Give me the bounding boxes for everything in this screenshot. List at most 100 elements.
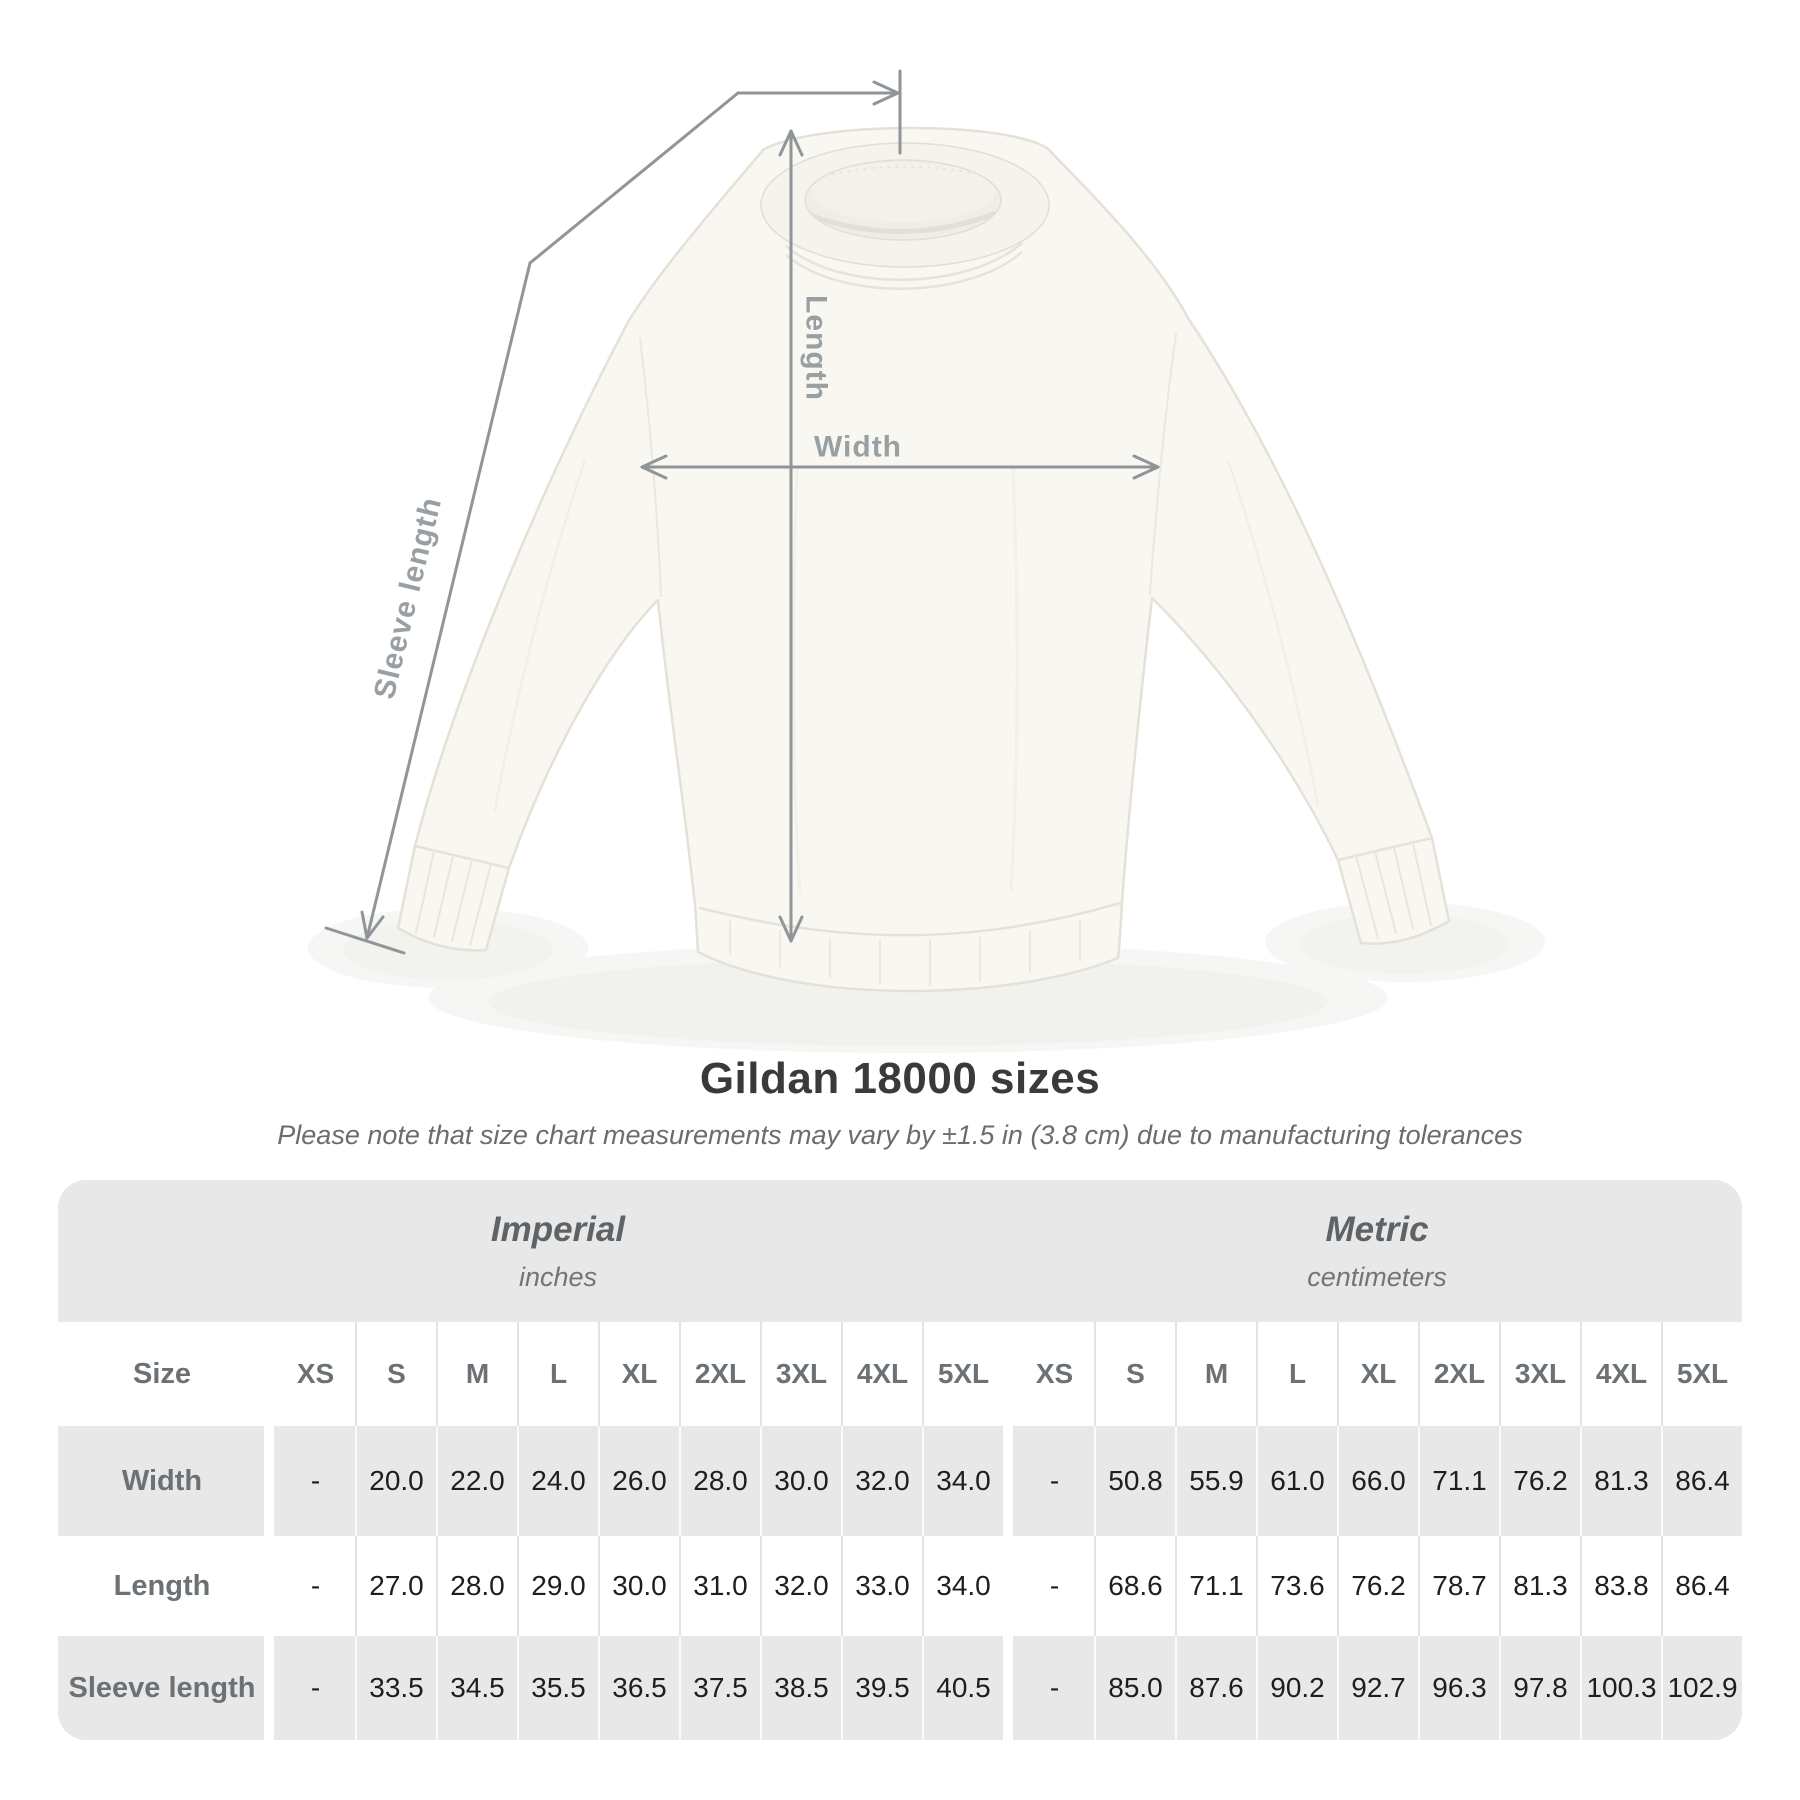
value-cell: - bbox=[274, 1636, 355, 1740]
unit-header-band: Imperial inches Metric centimeters bbox=[58, 1180, 1742, 1322]
value-cell: 87.6 bbox=[1175, 1636, 1256, 1740]
length-label: Length bbox=[800, 295, 833, 401]
value-cell: 20.0 bbox=[355, 1426, 436, 1536]
size-header: 4XL bbox=[1580, 1322, 1661, 1426]
column-gap bbox=[1003, 1536, 1013, 1636]
value-cell: 78.7 bbox=[1418, 1536, 1499, 1636]
imperial-unit: inches bbox=[518, 1261, 598, 1292]
value-cell: 102.9 bbox=[1661, 1636, 1742, 1740]
row-label: Width bbox=[58, 1426, 264, 1536]
metric-unit: centimeters bbox=[1307, 1261, 1447, 1292]
value-cell: 39.5 bbox=[841, 1636, 922, 1740]
value-cell: 24.0 bbox=[517, 1426, 598, 1536]
metric-label: Metric bbox=[1325, 1209, 1429, 1249]
value-cell: 86.4 bbox=[1661, 1426, 1742, 1536]
size-table: Imperial inches Metric centimeters Size … bbox=[58, 1180, 1742, 1740]
size-header: S bbox=[1094, 1322, 1175, 1426]
size-header: L bbox=[517, 1322, 598, 1426]
imperial-label: Imperial bbox=[490, 1209, 626, 1249]
value-cell: 61.0 bbox=[1256, 1426, 1337, 1536]
size-header: 4XL bbox=[841, 1322, 922, 1426]
value-cell: 34.0 bbox=[922, 1426, 1003, 1536]
value-cell: 34.0 bbox=[922, 1536, 1003, 1636]
value-cell: 86.4 bbox=[1661, 1536, 1742, 1636]
corner-label: Size bbox=[132, 1357, 192, 1390]
value-cell: 40.5 bbox=[922, 1636, 1003, 1740]
value-cell: - bbox=[274, 1426, 355, 1536]
column-gap bbox=[264, 1636, 274, 1740]
column-gap bbox=[1003, 1322, 1013, 1426]
value-cell: 28.0 bbox=[679, 1426, 760, 1536]
value-cell: 26.0 bbox=[598, 1426, 679, 1536]
column-gap bbox=[264, 1426, 274, 1536]
column-gap bbox=[1003, 1636, 1013, 1740]
value-cell: 34.5 bbox=[436, 1636, 517, 1740]
value-cell: 73.6 bbox=[1256, 1536, 1337, 1636]
value-cell: 90.2 bbox=[1256, 1636, 1337, 1740]
hem-band bbox=[698, 901, 1122, 986]
sweatshirt-diagram: Length Width Sleeve length bbox=[308, 69, 1545, 1053]
value-cell: 38.5 bbox=[760, 1636, 841, 1740]
value-cell: 66.0 bbox=[1337, 1426, 1418, 1536]
value-cell: 27.0 bbox=[355, 1536, 436, 1636]
value-cell: 32.0 bbox=[841, 1426, 922, 1536]
size-header: M bbox=[436, 1322, 517, 1426]
value-cell: 30.0 bbox=[598, 1536, 679, 1636]
unit-group-imperial: Imperial inches bbox=[208, 1180, 908, 1322]
column-gap bbox=[264, 1536, 274, 1636]
value-cell: 30.0 bbox=[760, 1426, 841, 1536]
value-cell: 37.5 bbox=[679, 1636, 760, 1740]
value-cell: 33.0 bbox=[841, 1536, 922, 1636]
size-header: S bbox=[355, 1322, 436, 1426]
table-row-sleeve-length: Sleeve length - 33.5 34.5 35.5 36.5 37.5… bbox=[58, 1636, 1742, 1740]
measurement-annotations bbox=[324, 69, 1160, 955]
value-cell: 22.0 bbox=[436, 1426, 517, 1536]
size-header: 3XL bbox=[760, 1322, 841, 1426]
size-header: XL bbox=[1337, 1322, 1418, 1426]
value-cell: 100.3 bbox=[1580, 1636, 1661, 1740]
cuff-right bbox=[1336, 836, 1434, 939]
column-gap bbox=[1003, 1426, 1013, 1536]
value-cell: 50.8 bbox=[1094, 1426, 1175, 1536]
length-arrow bbox=[778, 129, 804, 943]
value-cell: 68.6 bbox=[1094, 1536, 1175, 1636]
value-cell: 92.7 bbox=[1337, 1636, 1418, 1740]
row-label: Sleeve length bbox=[58, 1636, 264, 1740]
sleeve-length-label: Sleeve length bbox=[368, 494, 448, 702]
value-cell: 76.2 bbox=[1337, 1536, 1418, 1636]
tolerance-note: Please note that size chart measurements… bbox=[277, 1120, 1523, 1150]
table-row-width: Width - 20.0 22.0 24.0 26.0 28.0 30.0 32… bbox=[58, 1426, 1742, 1536]
size-header: L bbox=[1256, 1322, 1337, 1426]
value-cell: 33.5 bbox=[355, 1636, 436, 1740]
column-gap bbox=[264, 1322, 274, 1426]
table-row-length: Length - 27.0 28.0 29.0 30.0 31.0 32.0 3… bbox=[58, 1536, 1742, 1636]
page-title: Gildan 18000 sizes bbox=[699, 1054, 1101, 1103]
value-cell: - bbox=[1013, 1426, 1094, 1536]
table-header-row: Size XS S M L XL 2XL 3XL 4XL 5XL XS S M … bbox=[58, 1322, 1742, 1426]
size-header: M bbox=[1175, 1322, 1256, 1426]
size-header: 2XL bbox=[1418, 1322, 1499, 1426]
value-cell: 96.3 bbox=[1418, 1636, 1499, 1740]
cuff-left bbox=[413, 844, 511, 946]
collar bbox=[760, 142, 1050, 290]
value-cell: - bbox=[1049, 1570, 1060, 1601]
value-cell: 83.8 bbox=[1580, 1536, 1661, 1636]
size-header: XS bbox=[1035, 1358, 1074, 1389]
value-cell: - bbox=[1013, 1636, 1094, 1740]
size-header: XL bbox=[598, 1322, 679, 1426]
garment-shadow bbox=[308, 902, 1545, 1053]
fabric-creases bbox=[493, 333, 1320, 895]
value-cell: 97.8 bbox=[1499, 1636, 1580, 1740]
size-header: 5XL bbox=[1661, 1322, 1742, 1426]
value-cell: 85.0 bbox=[1094, 1636, 1175, 1740]
sweatshirt-body bbox=[396, 126, 1451, 993]
value-cell: 55.9 bbox=[1175, 1426, 1256, 1536]
size-header: 5XL bbox=[922, 1322, 1003, 1426]
value-cell: 35.5 bbox=[517, 1636, 598, 1740]
value-cell: 31.0 bbox=[679, 1536, 760, 1636]
size-header: 2XL bbox=[679, 1322, 760, 1426]
value-cell: 81.3 bbox=[1499, 1536, 1580, 1636]
value-cell: 36.5 bbox=[598, 1636, 679, 1740]
sleeve-length-arrow bbox=[324, 69, 902, 955]
